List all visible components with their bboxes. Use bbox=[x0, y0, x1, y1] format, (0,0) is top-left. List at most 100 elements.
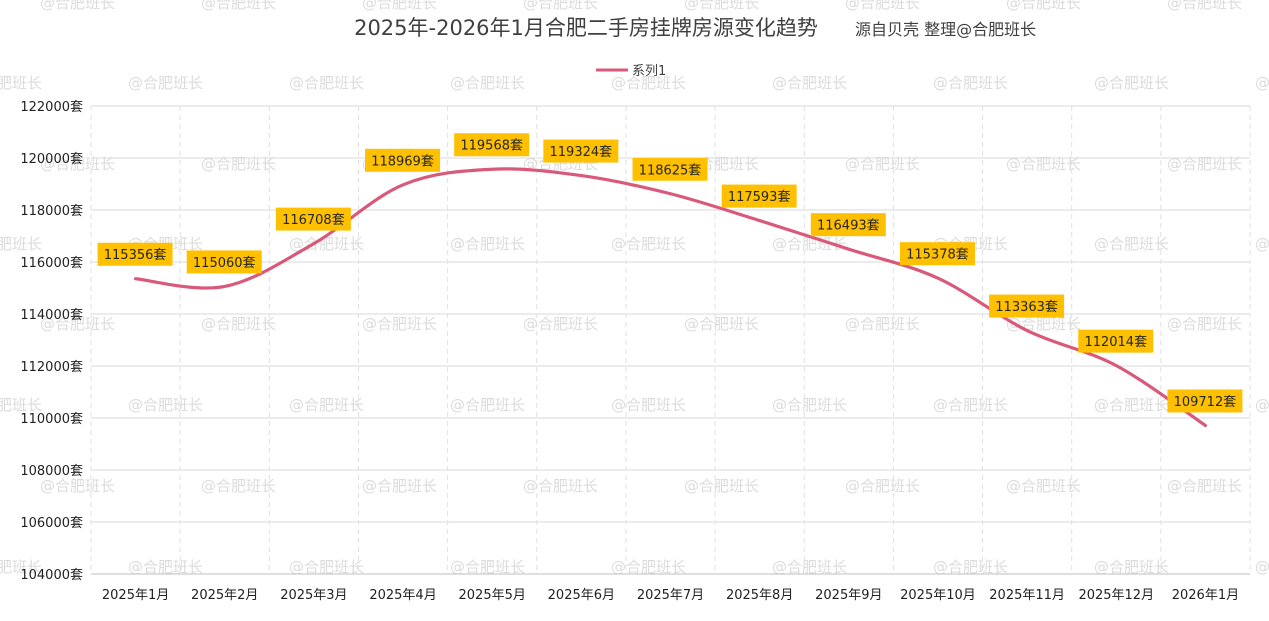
watermark-text: @合肥班长 bbox=[128, 396, 203, 414]
data-label-box bbox=[543, 139, 619, 163]
x-axis: 2025年1月 2025年2月 2025年3月 2025年4月 2025年5月 2025年… bbox=[102, 588, 1239, 603]
chart-title: 2025年-2026年1月合肥二手房挂牌房源变化趋势 bbox=[354, 16, 818, 40]
watermark-text: @合肥班长 bbox=[772, 558, 847, 576]
data-label-box bbox=[275, 207, 351, 231]
watermark-text: @合肥班长 bbox=[772, 396, 847, 414]
watermark-text: @合肥班长 bbox=[40, 477, 115, 495]
watermark-text: @合肥班长 bbox=[611, 235, 686, 253]
watermark-text: @合肥班长 bbox=[1167, 155, 1242, 173]
data-label-text: 119324套 bbox=[550, 144, 613, 160]
watermark-text: @合肥班长 bbox=[1094, 235, 1169, 253]
data-label-box bbox=[899, 242, 975, 266]
data-label: 113363套 bbox=[989, 294, 1065, 318]
watermark-text: @合肥班长 bbox=[523, 0, 598, 12]
data-label-text: 115356套 bbox=[104, 247, 167, 263]
data-label-text: 118969套 bbox=[371, 153, 434, 169]
y-tick-label: 114000套 bbox=[20, 307, 83, 323]
watermark-text: @合肥班长 bbox=[611, 74, 686, 92]
data-label-box bbox=[810, 213, 886, 237]
y-tick-label: 112000套 bbox=[20, 359, 83, 375]
watermark-text: @合肥班长 bbox=[772, 235, 847, 253]
watermark-text: @合肥班长 bbox=[450, 396, 525, 414]
data-label-box bbox=[632, 157, 708, 181]
data-label-text: 109712套 bbox=[1174, 394, 1237, 410]
data-label: 115356套 bbox=[97, 242, 173, 266]
watermark-text: @合肥班长 bbox=[772, 74, 847, 92]
watermark-text: @合肥班长 bbox=[1255, 558, 1269, 576]
watermark-text: @合肥班长 bbox=[1255, 235, 1269, 253]
watermark-text: @合肥班长 bbox=[362, 315, 437, 333]
watermark-text: @合肥班长 bbox=[450, 558, 525, 576]
x-tick-label: 2025年10月 bbox=[900, 588, 976, 603]
y-tick-label: 106000套 bbox=[20, 515, 83, 531]
x-tick-label: 2025年3月 bbox=[280, 588, 347, 603]
data-label: 115060套 bbox=[186, 250, 262, 274]
data-label: 112014套 bbox=[1078, 329, 1154, 353]
data-label-text: 115060套 bbox=[193, 255, 256, 271]
watermark-text: @合肥班长 bbox=[450, 74, 525, 92]
x-tick-label: 2025年12月 bbox=[1078, 588, 1154, 603]
watermark-text: @合肥班长 bbox=[128, 74, 203, 92]
watermark-text: @合肥班长 bbox=[611, 396, 686, 414]
y-tick-label: 118000套 bbox=[20, 203, 83, 219]
y-tick-label: 108000套 bbox=[20, 463, 83, 479]
chart-subtitle: 源自贝壳 整理@合肥班长 bbox=[855, 20, 1036, 39]
watermark-text: @合肥班长 bbox=[201, 155, 276, 173]
x-tick-label: 2025年1月 bbox=[102, 588, 169, 603]
series-line bbox=[133, 167, 1208, 428]
data-label-box bbox=[1167, 389, 1243, 413]
data-label: 109712套 bbox=[1167, 389, 1243, 413]
data-label-box bbox=[721, 184, 797, 208]
watermark-text: @合肥班长 bbox=[128, 558, 203, 576]
data-label-text: 113363套 bbox=[995, 299, 1058, 315]
watermark-text: @合肥班长 bbox=[0, 396, 42, 414]
watermark-text: @合肥班长 bbox=[201, 315, 276, 333]
watermark-text: @合肥班长 bbox=[289, 74, 364, 92]
watermark-layer: @合肥班长 @合肥班长 @合肥班长 @合肥班长 @合肥班长 @合肥班长 @合肥班长 @合肥班长… bbox=[0, 0, 1269, 576]
data-label: 119324套 bbox=[543, 139, 619, 163]
data-label-text: 116493套 bbox=[817, 218, 880, 234]
watermark-text: @合肥班长 bbox=[201, 0, 276, 12]
watermark-text: @合肥班长 bbox=[1006, 477, 1081, 495]
watermark-text: @合肥班长 bbox=[1006, 155, 1081, 173]
series-layer bbox=[133, 167, 1208, 428]
y-axis: 104000套 106000套 108000套 110000套 112000套 11400… bbox=[20, 99, 83, 583]
watermark-text: @合肥班长 bbox=[933, 74, 1008, 92]
watermark-text: @合肥班长 bbox=[1255, 74, 1269, 92]
data-label-text: 118625套 bbox=[639, 162, 702, 178]
data-label-text: 112014套 bbox=[1084, 334, 1147, 350]
data-label-text: 117593套 bbox=[728, 189, 791, 205]
watermark-text: @合肥班长 bbox=[289, 396, 364, 414]
x-tick-label: 2026年1月 bbox=[1172, 588, 1239, 603]
watermark-text: @合肥班长 bbox=[450, 235, 525, 253]
x-tick-label: 2025年7月 bbox=[637, 588, 704, 603]
watermark-text: @合肥班长 bbox=[523, 477, 598, 495]
watermark-text: @合肥班长 bbox=[845, 0, 920, 12]
x-tick-label: 2025年11月 bbox=[989, 588, 1065, 603]
y-tick-label: 104000套 bbox=[20, 567, 83, 583]
data-label-layer: 115356套 115060套 116708套 118969套 119568套 11932… bbox=[97, 133, 1243, 413]
data-label-box bbox=[365, 148, 441, 172]
watermark-text: @合肥班长 bbox=[684, 0, 759, 12]
x-tick-label: 2025年6月 bbox=[548, 588, 615, 603]
data-label-box bbox=[1078, 329, 1154, 353]
watermark-text: @合肥班长 bbox=[933, 396, 1008, 414]
watermark-text: @合肥班长 bbox=[523, 315, 598, 333]
data-label: 117593套 bbox=[721, 184, 797, 208]
y-tick-label: 116000套 bbox=[20, 255, 83, 271]
watermark-text: @合肥班长 bbox=[40, 0, 115, 12]
data-label-text: 116708套 bbox=[282, 212, 345, 228]
data-label-box bbox=[454, 133, 530, 157]
data-label: 118969套 bbox=[365, 148, 441, 172]
y-tick-label: 122000套 bbox=[20, 99, 83, 115]
data-label-box bbox=[97, 242, 173, 266]
watermark-text: @合肥班长 bbox=[845, 155, 920, 173]
data-label: 115378套 bbox=[899, 242, 975, 266]
data-label: 116493套 bbox=[810, 213, 886, 237]
watermark-text: @合肥班长 bbox=[0, 558, 42, 576]
watermark-text: @合肥班长 bbox=[362, 0, 437, 12]
y-tick-label: 110000套 bbox=[20, 411, 83, 427]
watermark-text: @合肥班长 bbox=[1006, 0, 1081, 12]
